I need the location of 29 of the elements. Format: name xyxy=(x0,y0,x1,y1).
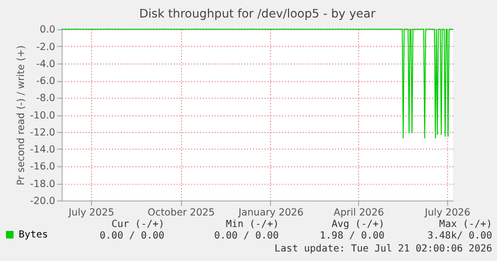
text: 3.48k/ 0.00 xyxy=(427,230,492,242)
text: Avg (-/+) xyxy=(332,218,384,230)
text: 0.00 / 0.00 xyxy=(100,230,164,242)
x-tick-label: October 2025 xyxy=(148,208,215,219)
y-tick-label: -8.0 xyxy=(36,93,56,104)
y-tick-label: -4.0 xyxy=(36,58,56,70)
text: Cur (-/+) xyxy=(111,218,164,230)
legend-label: Bytes xyxy=(18,230,48,241)
x-tick-label: January 2026 xyxy=(237,208,304,219)
text: 1.98 / 0.00 xyxy=(320,230,385,242)
text: Max (-/+) xyxy=(439,218,492,230)
text: 0.00 / 0.00 xyxy=(214,230,279,242)
y-axis-title: Pr second read (-) / write (+) xyxy=(16,45,28,186)
x-tick-label: July 2025 xyxy=(68,208,114,219)
y-tick-label: -20.0 xyxy=(30,196,56,207)
y-tick-label: -18.0 xyxy=(30,178,56,190)
y-tick-label: -14.0 xyxy=(30,144,56,156)
y-tick-label: -12.0 xyxy=(30,127,56,138)
x-tick-label: April 2026 xyxy=(334,208,384,219)
y-tick-label: -10.0 xyxy=(30,110,56,122)
y-tick-label: 0.0 xyxy=(40,24,56,36)
y-tick-label: -6.0 xyxy=(36,76,56,88)
text: Min (-/+) xyxy=(226,218,279,230)
text: Last update: Tue Jul 21 02:00:06 2026 xyxy=(274,243,492,254)
chart-title: Disk throughput for /dev/loop5 - by year xyxy=(139,6,376,20)
y-tick-label: -16.0 xyxy=(30,162,56,173)
y-tick-label: -2.0 xyxy=(36,42,56,53)
line-series xyxy=(61,28,454,138)
x-tick-label: July 2026 xyxy=(424,208,470,219)
